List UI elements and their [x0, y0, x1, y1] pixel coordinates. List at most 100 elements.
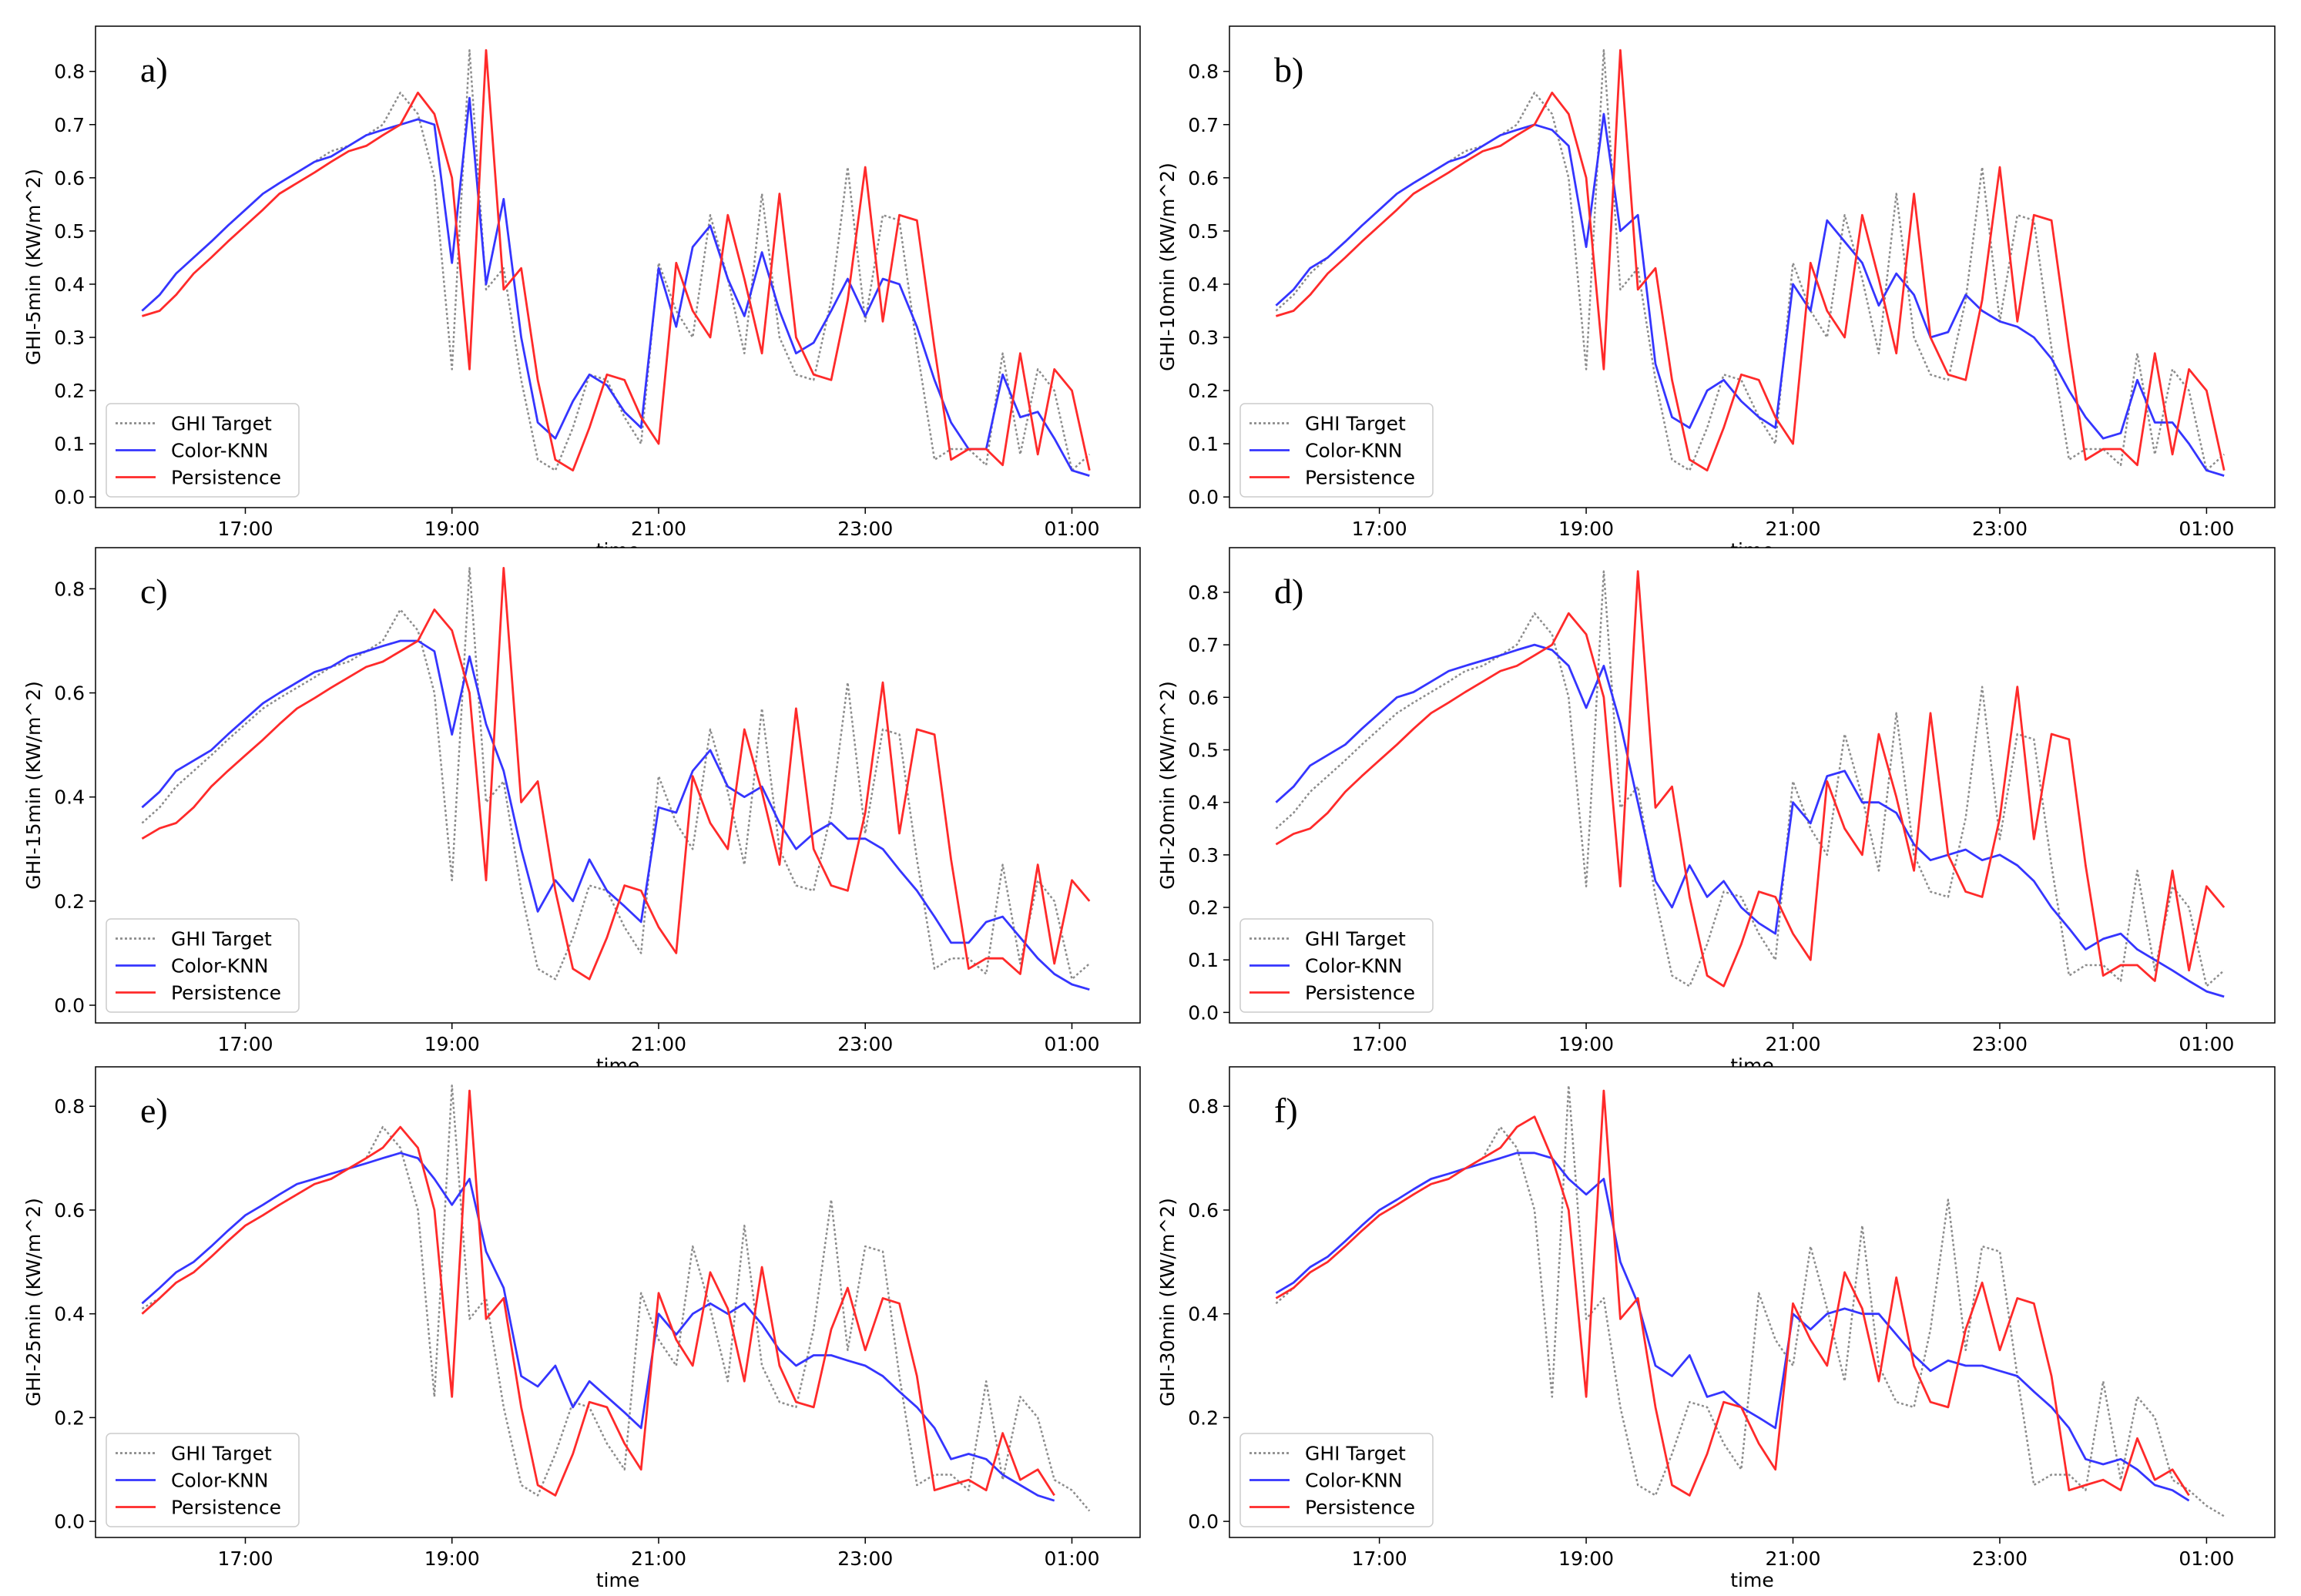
- panel-label: c): [140, 572, 168, 611]
- series-line: [141, 96, 1090, 477]
- x-tick-label: 21:00: [1765, 518, 1820, 540]
- x-tick-label: 19:00: [424, 1547, 480, 1570]
- x-tick-label: 01:00: [1044, 518, 1099, 540]
- y-axis-label: GHI-20min (KW/m^2): [1156, 681, 1179, 890]
- y-tick-label: 0.1: [1188, 433, 1219, 455]
- y-axis-label: GHI-5min (KW/m^2): [22, 169, 45, 365]
- x-tick-label: 23:00: [837, 1033, 893, 1055]
- x-tick-label: 23:00: [1972, 1547, 2028, 1570]
- panel-label: f): [1274, 1091, 1298, 1130]
- y-tick-label: 0.3: [1188, 844, 1219, 867]
- y-tick-label: 0.6: [1188, 167, 1219, 189]
- legend-label: Color-KNN: [171, 440, 269, 462]
- y-tick-label: 0.7: [1188, 634, 1219, 656]
- legend-label: Persistence: [171, 982, 281, 1004]
- x-tick-label: 19:00: [1558, 1547, 1614, 1570]
- series-line: [141, 567, 1091, 981]
- chart-panel: 17:00 19:00 21:00 23:00 01:00 0.0 0.2 0.4 0.6 0.8…: [1156, 1066, 2276, 1591]
- y-tick-label: 0.2: [1188, 897, 1219, 919]
- legend-box: [106, 403, 300, 498]
- y-tick-label: 0.0: [1188, 486, 1219, 508]
- chart-panel: 17:00 19:00 21:00 23:00 01:00 0.0 0.1 0.2 0.3 0.4…: [1156, 547, 2276, 1077]
- legend-box: [106, 1433, 300, 1527]
- x-tick-label: 17:00: [217, 1033, 273, 1055]
- x-tick-label: 19:00: [424, 1033, 480, 1055]
- x-tick-label: 01:00: [2179, 1033, 2234, 1055]
- x-tick-label: 17:00: [217, 518, 273, 540]
- chart-panel: 17:00 19:00 21:00 23:00 01:00 0.0 0.1 0.2 0.3 0.4…: [22, 25, 1141, 562]
- series-line: [1275, 112, 2225, 477]
- x-tick-label: 21:00: [631, 1033, 686, 1055]
- y-tick-label: 0.4: [1188, 792, 1219, 814]
- x-tick-label: 21:00: [1765, 1547, 1820, 1570]
- y-tick-label: 0.2: [1188, 380, 1219, 402]
- plot-frame: [1229, 1066, 2276, 1538]
- legend-label: GHI Target: [171, 1443, 272, 1465]
- legend-label: Persistence: [1305, 982, 1415, 1004]
- series-line: [1275, 1152, 2190, 1502]
- x-axis-label: time: [596, 1569, 639, 1591]
- y-tick-label: 0.4: [54, 1303, 85, 1326]
- y-tick-label: 0.4: [1188, 273, 1219, 296]
- y-tick-label: 0.0: [1188, 1510, 1219, 1533]
- panel-label: e): [140, 1091, 168, 1130]
- y-tick-label: 0.2: [54, 380, 85, 402]
- series-line: [1275, 1089, 2190, 1497]
- legend-label: Color-KNN: [171, 955, 269, 977]
- y-tick-label: 0.4: [1188, 1303, 1219, 1326]
- x-tick-label: 19:00: [1558, 1033, 1614, 1055]
- x-tick-label: 19:00: [1558, 518, 1614, 540]
- y-tick-label: 0.2: [54, 1407, 85, 1429]
- chart-panel: 17:00 19:00 21:00 23:00 01:00 0.0 0.2 0.4 0.6 0.8…: [22, 547, 1141, 1077]
- y-tick-label: 0.6: [54, 682, 85, 705]
- y-tick-label: 0.3: [54, 327, 85, 349]
- y-tick-label: 0.1: [54, 433, 85, 455]
- x-tick-label: 23:00: [1972, 1033, 2028, 1055]
- legend-label: Color-KNN: [171, 1470, 269, 1492]
- x-tick-label: 21:00: [631, 1547, 686, 1570]
- y-tick-label: 0.6: [54, 1199, 85, 1222]
- x-tick-label: 19:00: [424, 518, 480, 540]
- x-tick-label: 01:00: [2179, 1547, 2234, 1570]
- y-tick-label: 0.0: [54, 994, 85, 1017]
- y-tick-label: 0.7: [54, 114, 85, 136]
- x-tick-label: 01:00: [1044, 1033, 1099, 1055]
- series-line: [141, 49, 1091, 472]
- chart-panel: 17:00 19:00 21:00 23:00 01:00 0.0 0.1 0.2 0.3 0.4…: [1156, 25, 2276, 562]
- legend-label: Persistence: [1305, 467, 1415, 489]
- legend-label: Color-KNN: [1305, 440, 1403, 462]
- legend-label: Persistence: [1305, 1497, 1415, 1519]
- y-tick-label: 0.8: [54, 1095, 85, 1118]
- y-tick-label: 0.0: [54, 1510, 85, 1533]
- legend-label: GHI Target: [171, 928, 272, 951]
- x-tick-label: 23:00: [1972, 518, 2028, 540]
- x-axis-label: time: [1730, 1569, 1773, 1591]
- y-axis-label: GHI-30min (KW/m^2): [1156, 1198, 1179, 1407]
- series-line: [141, 639, 1090, 991]
- series-line: [1275, 49, 2226, 472]
- panel-label: a): [140, 50, 168, 89]
- y-tick-label: 0.4: [54, 786, 85, 809]
- x-tick-label: 23:00: [837, 518, 893, 540]
- series-line: [1275, 570, 2226, 987]
- y-tick-label: 0.8: [54, 578, 85, 600]
- series-line: [141, 1152, 1055, 1502]
- legend-label: Color-KNN: [1305, 955, 1403, 977]
- y-tick-label: 0.5: [1188, 739, 1219, 761]
- y-axis-label: GHI-25min (KW/m^2): [22, 1198, 45, 1407]
- y-tick-label: 0.1: [1188, 949, 1219, 971]
- legend-box: [1239, 918, 1434, 1013]
- x-tick-label: 17:00: [1352, 518, 1407, 540]
- series-line: [141, 1089, 1055, 1497]
- y-tick-label: 0.2: [54, 890, 85, 913]
- y-tick-label: 0.7: [1188, 114, 1219, 136]
- panel-label: b): [1274, 50, 1303, 89]
- x-tick-label: 17:00: [217, 1547, 273, 1570]
- y-tick-label: 0.8: [1188, 61, 1219, 83]
- y-tick-label: 0.0: [54, 486, 85, 508]
- panel-label: d): [1274, 572, 1303, 611]
- y-tick-label: 0.6: [1188, 686, 1219, 709]
- x-tick-label: 17:00: [1352, 1033, 1407, 1055]
- series-line: [1275, 49, 2226, 471]
